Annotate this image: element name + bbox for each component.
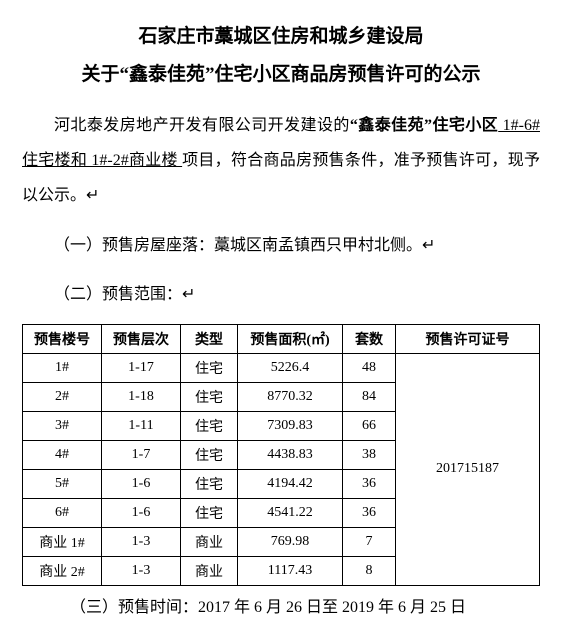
item-3-text: （三）预售时间：2017 年 6 月 26 日至 2019 年 6 月 25 日 [70,599,466,616]
td-units: 7 [343,527,396,556]
item-2-text: （二）预售范围： [54,286,182,303]
td-area: 4438.83 [238,440,343,469]
td-building: 1# [23,353,102,382]
td-type: 住宅 [181,411,238,440]
td-building: 商业 2# [23,556,102,585]
td-units: 48 [343,353,396,382]
td-building: 4# [23,440,102,469]
table-header-row: 预售楼号 预售层次 类型 预售面积(㎡) 套数 预售许可证号 [23,324,540,353]
td-floors: 1-3 [102,527,181,556]
td-building: 6# [23,498,102,527]
th-permit: 预售许可证号 [396,324,540,353]
td-area: 4194.42 [238,469,343,498]
td-floors: 1-18 [102,382,181,411]
th-building: 预售楼号 [23,324,102,353]
td-floors: 1-11 [102,411,181,440]
table-row: 1#1-17住宅5226.448201715187 [23,353,540,382]
td-area: 1117.43 [238,556,343,585]
para-marker-icon: ↵ [182,286,195,303]
td-units: 84 [343,382,396,411]
item-1: （一）预售房屋座落：藁城区南孟镇西只甲村北侧。↵ [22,228,540,263]
td-permit: 201715187 [396,353,540,585]
item-3: （三）预售时间：2017 年 6 月 26 日至 2019 年 6 月 25 日 [22,592,540,624]
td-building: 3# [23,411,102,440]
td-units: 36 [343,469,396,498]
td-floors: 1-6 [102,498,181,527]
header-line-2: 关于“鑫泰佳苑”住宅小区商品房预售许可的公示 [22,56,540,94]
td-area: 4541.22 [238,498,343,527]
paragraph-1: 河北泰发房地产开发有限公司开发建设的“鑫泰佳苑”住宅小区 1#-6#住宅楼和 1… [22,108,540,214]
header-line-1: 石家庄市藁城区住房和城乡建设局 [22,18,540,56]
hdr2-name: 鑫泰佳苑 [129,64,205,85]
td-units: 36 [343,498,396,527]
td-units: 66 [343,411,396,440]
td-floors: 1-7 [102,440,181,469]
presale-table: 预售楼号 预售层次 类型 预售面积(㎡) 套数 预售许可证号 1#1-17住宅5… [22,324,540,586]
hdr2-qopen: “ [119,64,129,85]
td-area: 7309.83 [238,411,343,440]
item-2: （二）预售范围：↵ [22,277,540,312]
p1-a: 河北泰发房地产开发有限公司开发建设的 [54,117,350,134]
th-area: 预售面积(㎡) [238,324,343,353]
td-type: 住宅 [181,469,238,498]
td-type: 住宅 [181,382,238,411]
td-type: 住宅 [181,440,238,469]
th-type: 类型 [181,324,238,353]
th-floors: 预售层次 [102,324,181,353]
td-building: 5# [23,469,102,498]
td-building: 2# [23,382,102,411]
p1-name: “鑫泰佳苑”住宅小区 [350,117,498,134]
td-area: 769.98 [238,527,343,556]
td-type: 商业 [181,527,238,556]
td-floors: 1-17 [102,353,181,382]
item-1-text: （一）预售房屋座落：藁城区南孟镇西只甲村北侧。 [54,237,422,254]
td-type: 商业 [181,556,238,585]
td-type: 住宅 [181,353,238,382]
para-marker-icon: ↵ [422,237,435,254]
td-building: 商业 1# [23,527,102,556]
hdr2-suffix: 住宅小区商品房预售许可的公示 [215,64,481,85]
para-marker-icon: ↵ [86,187,99,204]
hdr2-qclose: ” [205,64,215,85]
td-units: 8 [343,556,396,585]
td-floors: 1-6 [102,469,181,498]
th-units: 套数 [343,324,396,353]
td-area: 5226.4 [238,353,343,382]
td-type: 住宅 [181,498,238,527]
hdr2-prefix: 关于 [81,64,119,85]
td-units: 38 [343,440,396,469]
td-area: 8770.32 [238,382,343,411]
td-floors: 1-3 [102,556,181,585]
